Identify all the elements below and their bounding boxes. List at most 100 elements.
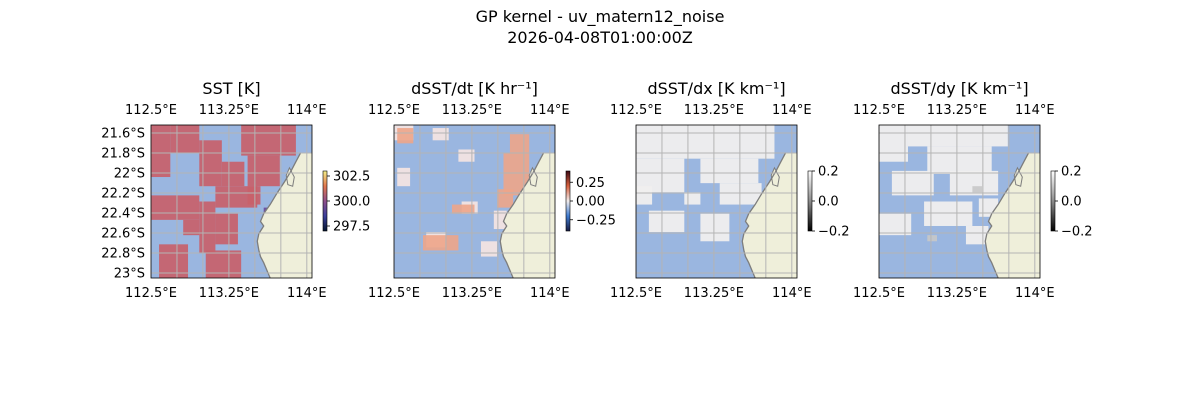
panels: SST [K] 112.5°E 112.5°E 113.25°E 113.25°E 114… [101, 79, 1092, 301]
field-cell [879, 125, 908, 162]
map-layers [394, 125, 555, 278]
map-panel-4: dSST/dy [K km⁻¹] 112.5°E 112.5°E 113.25°E 11… [853, 79, 1093, 301]
y-tick-label: 21.8°S [101, 147, 145, 162]
y-tick-label: 23°S [114, 267, 145, 282]
field-cell [151, 125, 171, 178]
field-cell [221, 161, 245, 187]
island [770, 166, 780, 187]
x-tick-label-top: 112.5°E [853, 103, 905, 118]
x-tick-label-top: 114°E [530, 103, 570, 118]
y-tick-label: 21.6°S [101, 127, 145, 142]
field-cell [432, 128, 449, 141]
field-cell [636, 186, 653, 205]
panel-title: dSST/dy [K km⁻¹] [890, 79, 1028, 98]
field-cell [700, 213, 730, 242]
map-layers [636, 125, 797, 278]
x-tick-label-bottom: 113.25°E [199, 286, 259, 301]
y-tick-label: 22.2°S [101, 187, 145, 202]
figure-title: GP kernel - uv_matern12_noise [476, 7, 725, 27]
gridlines [879, 125, 1040, 278]
x-tick-label-bottom: 112.5°E [368, 286, 420, 301]
gridlines [636, 125, 797, 278]
y-tick-label: 22°S [114, 167, 145, 182]
field-cell [199, 140, 222, 187]
field-cell [907, 125, 1008, 147]
x-tick-label-top: 114°E [772, 103, 812, 118]
field-cell [397, 167, 411, 187]
x-tick-label-bottom: 112.5°E [610, 286, 662, 301]
panel-title: dSST/dt [K hr⁻¹] [411, 79, 538, 98]
field-cell-warm [927, 235, 937, 242]
coastline [984, 152, 1030, 278]
field-cell-warm [451, 204, 475, 214]
field-cell [493, 210, 507, 230]
x-tick-label-top: 114°E [1015, 103, 1055, 118]
x-tick-label-bottom: 112.5°E [853, 286, 905, 301]
colorbar [322, 170, 328, 232]
land-mass [257, 152, 312, 278]
x-tick-label-bottom: 113.25°E [684, 286, 744, 301]
colorbar-tick-label: 0.0 [1061, 195, 1082, 210]
x-tick-label-top: 113.25°E [684, 103, 744, 118]
x-tick-label-top: 113.25°E [199, 103, 259, 118]
field-cell-warm [972, 186, 983, 193]
colorbar-tick-label: 302.5 [333, 170, 370, 185]
field-cell [183, 219, 200, 236]
field-cell [215, 213, 238, 245]
x-tick-label-top: 112.5°E [368, 103, 420, 118]
field-cell [241, 125, 296, 156]
colorbar-tick-label: 0.00 [576, 195, 605, 210]
x-tick-label-bottom: 114°E [287, 286, 327, 301]
land-mass [985, 152, 1040, 278]
figure-subtitle: 2026-04-08T01:00:00Z [507, 28, 693, 47]
panel-frame [150, 124, 313, 279]
x-tick-label-top: 113.25°E [927, 103, 987, 118]
field-cell-warm [497, 189, 514, 208]
island [1013, 166, 1023, 187]
field-cell [879, 213, 912, 236]
field-cell [159, 244, 189, 278]
field-cell [891, 170, 934, 196]
colorbar-tick-label: 0.2 [1061, 165, 1082, 180]
island [285, 166, 295, 187]
coastline [741, 152, 787, 278]
land-mass [500, 152, 555, 278]
field-cell-warm [397, 128, 414, 144]
island [528, 166, 538, 187]
colorbar [1050, 170, 1056, 232]
land-mass [742, 152, 797, 278]
x-tick-label-bottom: 114°E [772, 286, 812, 301]
x-tick-label-bottom: 114°E [530, 286, 570, 301]
x-tick-label-top: 112.5°E [125, 103, 177, 118]
map-layers [151, 125, 312, 278]
field-cell [927, 146, 992, 174]
colorbar-tick-label: 0.0 [818, 195, 839, 210]
panel-title: dSST/dx [K km⁻¹] [647, 79, 785, 98]
x-tick-label-bottom: 113.25°E [442, 286, 502, 301]
x-tick-label-top: 114°E [287, 103, 327, 118]
colorbar-tick-label: 0.2 [818, 165, 839, 180]
field-cell [700, 158, 759, 184]
x-tick-label-bottom: 113.25°E [927, 286, 987, 301]
y-tick-label: 22.6°S [101, 227, 145, 242]
panel-frame [878, 124, 1041, 279]
field-cell [684, 192, 701, 205]
x-tick-label-bottom: 112.5°E [125, 286, 177, 301]
field-cell [151, 195, 200, 220]
colorbar-tick-label: −0.2 [1061, 225, 1093, 240]
colorbar-tick-label: 0.25 [576, 176, 605, 191]
map-panel-1: SST [K] 112.5°E 112.5°E 113.25°E 113.25°E 114… [101, 79, 370, 301]
map-panel-2: dSST/dt [K hr⁻¹] 112.5°E 112.5°E 113.25°E 11… [368, 79, 616, 301]
panel-frame [393, 124, 556, 279]
y-tick-label: 22.4°S [101, 207, 145, 222]
x-tick-label-top: 113.25°E [442, 103, 502, 118]
field-cell [247, 186, 261, 205]
field-cell [924, 201, 973, 226]
coastline [256, 152, 302, 278]
gridlines [394, 125, 555, 278]
colorbar [565, 170, 571, 232]
panel-title: SST [K] [202, 79, 260, 98]
field-cell [648, 210, 685, 233]
field-cell [199, 201, 216, 254]
